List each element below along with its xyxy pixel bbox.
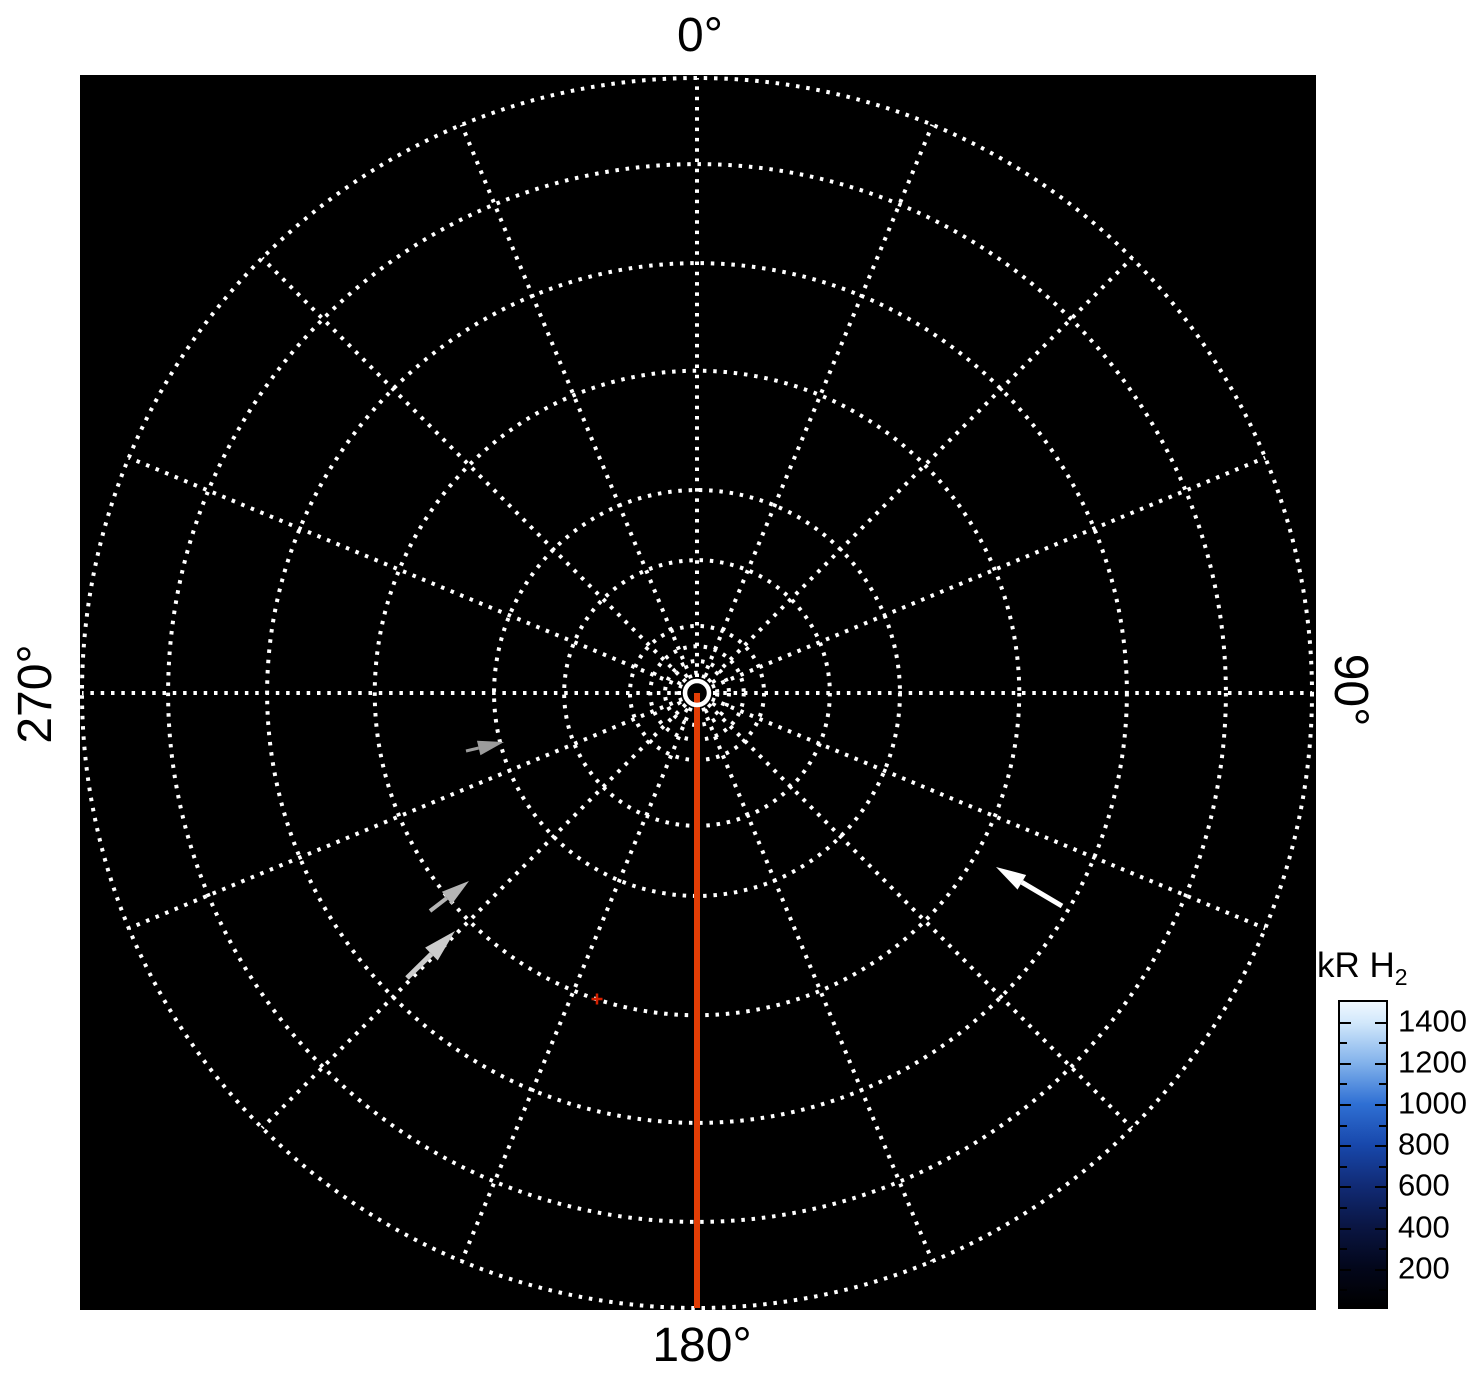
colorbar-tick (1375, 1145, 1386, 1148)
annotation-arrow-head (441, 881, 469, 905)
colorbar-tick (1340, 1289, 1347, 1292)
colorbar-tick-label: 1200 (1398, 1044, 1467, 1080)
colorbar-tick (1375, 1104, 1386, 1106)
center-ring (682, 678, 712, 708)
colorbar-tick-label: 600 (1398, 1167, 1450, 1203)
grid-spoke (701, 124, 935, 679)
colorbar (1338, 1000, 1388, 1309)
grid-spoke (128, 455, 683, 689)
grid-spoke (459, 124, 693, 679)
grid-spoke (701, 707, 935, 1262)
colorbar-tick (1340, 1062, 1351, 1065)
colorbar-title-text: kR H (1317, 946, 1395, 985)
colorbar-tick-label: 800 (1398, 1126, 1450, 1162)
angle-label-270: 270° (9, 644, 62, 744)
colorbar-tick (1340, 1124, 1347, 1127)
colorbar-tick (1379, 1207, 1386, 1209)
colorbar-tick (1375, 1186, 1386, 1189)
colorbar-tick (1379, 1042, 1386, 1045)
colorbar-tick (1340, 1165, 1347, 1168)
colorbar-tick (1375, 1062, 1386, 1065)
colorbar-tick (1340, 1186, 1351, 1189)
grid-spoke (128, 697, 683, 931)
colorbar-tick (1340, 1207, 1347, 1209)
grid-circle (166, 162, 1228, 1224)
polar-plot-area (80, 75, 1316, 1310)
colorbar-tick-label: 400 (1398, 1209, 1450, 1245)
colorbar-tick (1340, 1268, 1351, 1271)
colorbar-tick-label: 1000 (1398, 1085, 1467, 1121)
colorbar-tick (1340, 1248, 1347, 1251)
colorbar-tick (1379, 1124, 1386, 1127)
annotation-arrow-tail (428, 896, 449, 913)
annotation-arrow-head (996, 867, 1027, 890)
colorbar-tick (1375, 1268, 1386, 1271)
annotation-arrow-tail (1020, 880, 1064, 909)
annotation-arrow-head (425, 931, 455, 961)
grid-circle (663, 659, 731, 727)
colorbar-tick (1340, 1227, 1351, 1230)
grid-spoke (711, 697, 1266, 931)
angle-label-0: 0° (677, 9, 723, 62)
colorbar-tick (1340, 1104, 1351, 1106)
grid-spoke (459, 707, 693, 1262)
colorbar-tick (1379, 1083, 1386, 1086)
colorbar-tick (1379, 1289, 1386, 1292)
annotation-arrow-tail (405, 952, 434, 980)
angle-label-180: 180° (652, 1319, 752, 1372)
grid-spoke (706, 256, 1134, 684)
colorbar-tick-label: 1400 (1398, 1003, 1467, 1039)
colorbar-tick (1379, 1248, 1386, 1251)
colorbar-tick-label: 200 (1398, 1250, 1450, 1286)
polar-grid-svg (80, 76, 1314, 1310)
colorbar-tick (1375, 1021, 1386, 1024)
angle-label-90: 90° (1324, 653, 1377, 727)
colorbar-title-subscript: 2 (1394, 964, 1408, 990)
colorbar-tick (1379, 1165, 1386, 1168)
colorbar-tick (1340, 1083, 1347, 1086)
annotation-arrow-head (476, 740, 504, 756)
grid-spoke (260, 256, 688, 684)
annotation-arrow-tail (465, 746, 480, 753)
colorbar-tick (1375, 1227, 1386, 1230)
colorbar-title: kR H2 (1317, 948, 1408, 989)
grid-spoke (260, 702, 688, 1130)
colorbar-tick (1340, 1145, 1351, 1148)
grid-spoke (706, 702, 1134, 1130)
colorbar-tick (1340, 1042, 1347, 1045)
grid-spoke (711, 455, 1266, 689)
colorbar-tick (1340, 1021, 1351, 1024)
